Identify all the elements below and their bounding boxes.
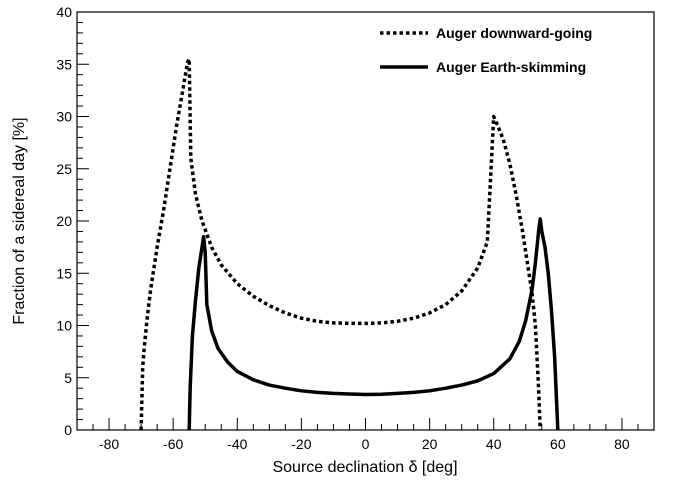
y-tick-label: 25 bbox=[56, 161, 72, 177]
y-tick-label: 10 bbox=[56, 318, 72, 334]
x-axis-label: Source declination δ [deg] bbox=[272, 459, 457, 476]
legend-label-downward-going: Auger downward-going bbox=[436, 25, 592, 41]
x-tick-label: 80 bbox=[614, 436, 630, 452]
y-tick-label: 35 bbox=[56, 56, 72, 72]
y-tick-label: 5 bbox=[64, 370, 72, 386]
x-tick-label: -80 bbox=[99, 436, 119, 452]
series-line-downward-going bbox=[139, 57, 542, 430]
x-tick-label: 40 bbox=[486, 436, 502, 452]
series-line-earth-skimming bbox=[187, 217, 560, 430]
y-tick-label: 15 bbox=[56, 265, 72, 281]
x-tick-label: -40 bbox=[227, 436, 247, 452]
legend-label-earth-skimming: Auger Earth-skimming bbox=[436, 59, 586, 75]
y-tick-label: 40 bbox=[56, 4, 72, 20]
x-tick-label: 20 bbox=[422, 436, 438, 452]
y-axis: 0 5 10 15 20 25 30 35 40 bbox=[56, 4, 89, 438]
x-tick-label: -60 bbox=[163, 436, 183, 452]
x-tick-label: -20 bbox=[291, 436, 311, 452]
y-tick-label: 30 bbox=[56, 109, 72, 125]
series-layer bbox=[139, 57, 560, 430]
x-axis: -80 -60 -40 -20 0 20 40 60 80 bbox=[76, 418, 655, 452]
y-axis-label: Fraction of a sidereal day [%] bbox=[11, 117, 28, 324]
legend: Auger downward-going Auger Earth-skimmin… bbox=[380, 25, 592, 75]
y-tick-label: 20 bbox=[56, 213, 72, 229]
x-tick-label: 0 bbox=[362, 436, 370, 452]
x-tick-label: 60 bbox=[550, 436, 566, 452]
y-tick-label: 0 bbox=[64, 422, 72, 438]
